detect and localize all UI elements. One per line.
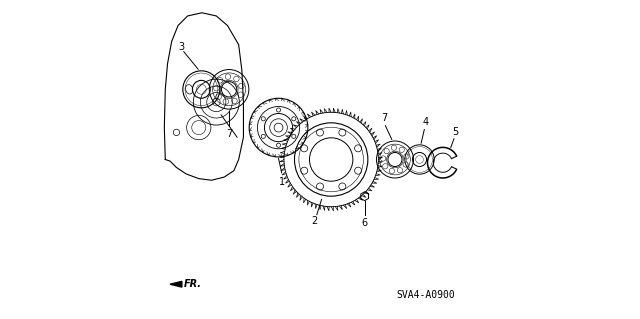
Text: 7: 7 [381, 114, 388, 123]
Text: 1: 1 [278, 177, 285, 187]
Text: 2: 2 [312, 216, 317, 226]
Text: 5: 5 [452, 127, 458, 137]
Text: 7: 7 [226, 129, 232, 139]
Text: 3: 3 [179, 42, 184, 52]
Text: FR.: FR. [184, 279, 202, 289]
Text: 6: 6 [362, 218, 368, 228]
Text: SVA4-A0900: SVA4-A0900 [396, 290, 454, 300]
Text: 4: 4 [422, 117, 428, 127]
Polygon shape [170, 281, 182, 287]
